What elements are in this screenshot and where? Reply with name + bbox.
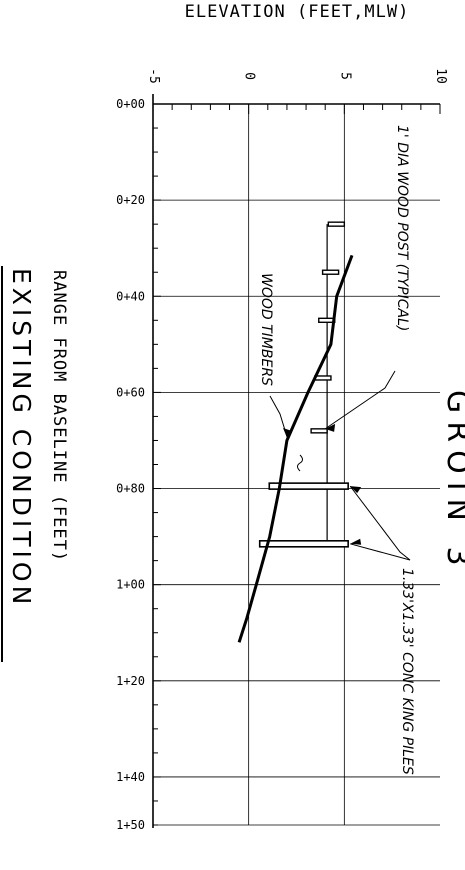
wood-post-1	[321, 269, 340, 275]
station-label-5: 1+00	[116, 578, 145, 592]
station-label-1: 0+20	[116, 193, 145, 207]
timber-note: WOOD TIMBERS	[258, 273, 274, 386]
timber-squiggle	[297, 454, 303, 472]
elev-label-1: 0	[242, 72, 257, 80]
wood-post-3	[314, 375, 332, 381]
pile-leader-2	[350, 543, 411, 561]
ground-profile	[237, 254, 354, 643]
station-label-2: 0+40	[116, 289, 145, 303]
pile-leader-2-arrow	[350, 538, 362, 545]
elevation-axis-title: ELEVATION (FEET,MLW)	[185, 2, 410, 22]
station-label-0: 0+00	[116, 97, 145, 111]
post-leader	[324, 370, 396, 430]
pile-leader-1-arrow	[350, 486, 362, 494]
post-note: 1' DIA WOOD POST (TYPICAL)	[394, 125, 410, 331]
pile-note: 1.33'X1.33' CONC KING PILES	[399, 568, 415, 775]
ground-profile-line	[237, 254, 354, 643]
post-leader-arrow	[325, 423, 336, 432]
elev-label-0: -5	[146, 68, 161, 84]
station-label-3: 0+60	[116, 385, 145, 399]
groin-title: GROIN 3	[440, 390, 465, 574]
timber-leader-arrow	[283, 428, 292, 440]
wood-post-0	[327, 221, 346, 227]
elev-label-3: 10	[433, 68, 448, 84]
pile-leader-1	[349, 485, 411, 561]
elev-label-2: 5	[337, 72, 352, 80]
existing-condition-caption: EXISTING CONDITION	[7, 268, 36, 608]
tick-labels: 0+00 0+20 0+40 0+60 0+80 1+00 1+20 1+40 1+50 -5 0 5…	[116, 68, 448, 832]
concrete-king-pile-1	[258, 540, 349, 548]
leader-lines	[269, 370, 411, 561]
station-label-6: 1+20	[116, 674, 145, 688]
station-label-4: 0+80	[116, 482, 145, 496]
station-label-7: 1+40	[116, 770, 145, 784]
groin-structure	[258, 221, 349, 548]
concrete-king-pile-0	[268, 482, 349, 490]
axes	[152, 94, 441, 828]
wood-post-4	[310, 428, 328, 434]
station-label-8: 1+50	[116, 818, 145, 832]
range-axis-label: RANGE FROM BASELINE (FEET)	[49, 270, 69, 562]
